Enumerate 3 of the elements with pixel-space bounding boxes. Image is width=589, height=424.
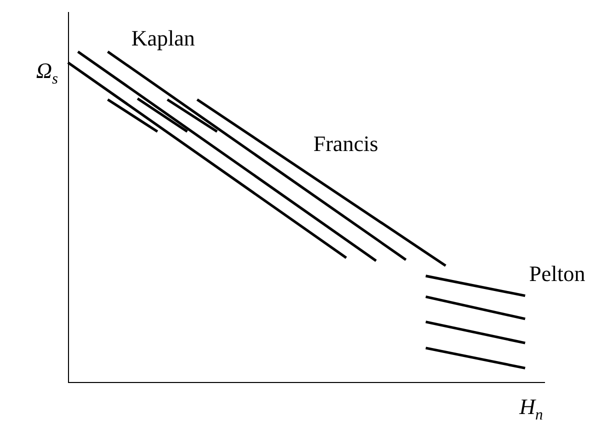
annotation: Francis xyxy=(313,130,378,156)
text: Kaplan xyxy=(131,26,195,51)
annotation: Pelton xyxy=(529,260,586,286)
